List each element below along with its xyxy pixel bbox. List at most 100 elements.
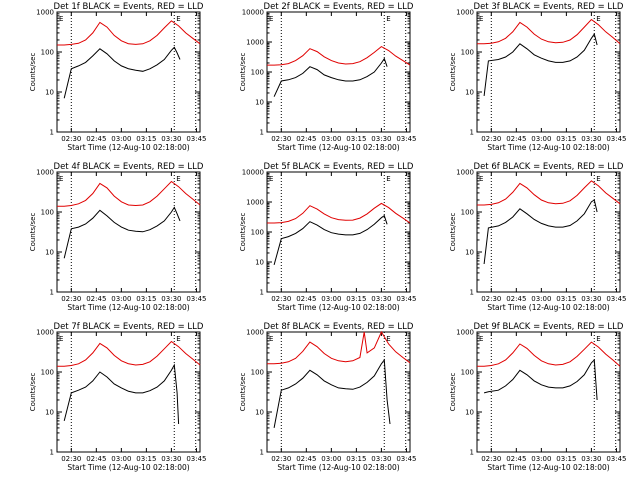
y-axis-label: Counts/sec	[239, 53, 247, 92]
plot-frame	[476, 171, 621, 293]
y-tick-label: 100	[461, 209, 474, 217]
x-tick-label: 03:00	[531, 135, 551, 143]
plot-frame	[56, 171, 201, 293]
series-events-line	[273, 57, 388, 97]
x-tick-label: 03:30	[371, 455, 391, 463]
x-tick-label: 03:45	[606, 295, 626, 303]
event-marker-label: E	[59, 335, 63, 343]
event-marker-label: E	[176, 15, 180, 23]
panel-title: Det 7f BLACK = Events, RED = LLD	[54, 322, 204, 332]
panel-det-1: Det 1f BLACK = Events, RED = LLD 1 10 100 10…	[29, 2, 207, 152]
y-tick-label: 100	[461, 49, 474, 57]
y-tick-label: 10	[255, 409, 264, 417]
y-tick-label: 10000	[242, 9, 264, 17]
x-tick-label: 03:30	[161, 135, 181, 143]
event-marker-label: E	[386, 175, 390, 183]
x-tick-label: 03:45	[186, 295, 206, 303]
panel-title: Det 1f BLACK = Events, RED = LLD	[54, 2, 204, 12]
event-marker-label: E	[269, 335, 273, 343]
panel-det-2: Det 2f BLACK = Events, RED = LLD 1 10 100 10…	[239, 2, 417, 152]
panel-det-6: Det 6f BLACK = Events, RED = LLD 1 10 100 10…	[449, 162, 627, 312]
x-tick-label: 03:00	[111, 295, 131, 303]
x-tick-label: 02:45	[296, 455, 316, 463]
y-tick-label: 1000	[36, 9, 54, 17]
panel-title: Det 6f BLACK = Events, RED = LLD	[474, 162, 624, 172]
y-tick-label: 100	[251, 369, 264, 377]
event-marker-label: E	[386, 335, 390, 343]
panel-det-7: Det 7f BLACK = Events, RED = LLD 1 10 100 10…	[29, 322, 207, 472]
panel-title: Det 2f BLACK = Events, RED = LLD	[264, 2, 414, 12]
x-tick-label: 03:15	[136, 455, 156, 463]
y-tick-label: 100	[41, 369, 54, 377]
x-tick-label: 03:15	[556, 455, 576, 463]
y-tick-label: 10	[45, 89, 54, 97]
y-tick-label: 1000	[246, 329, 264, 337]
series-lld-line	[267, 46, 411, 66]
event-marker-label: E	[269, 15, 273, 23]
y-tick-label: 1	[260, 449, 264, 457]
y-tick-label: 10000	[242, 169, 264, 177]
panel-title: Det 5f BLACK = Events, RED = LLD	[264, 162, 414, 172]
series-events-line	[63, 46, 181, 99]
x-tick-label: 03:15	[346, 135, 366, 143]
x-axis-label: Start Time (12-Aug-10 02:18:00)	[277, 143, 399, 152]
event-marker-label: E	[176, 175, 180, 183]
y-tick-label: 10	[465, 249, 474, 257]
y-tick-label: 1	[470, 449, 474, 457]
x-axis-label: Start Time (12-Aug-10 02:18:00)	[487, 143, 609, 152]
series-lld-line	[477, 180, 621, 206]
x-tick-label: 03:00	[321, 135, 341, 143]
y-tick-label: 1000	[246, 199, 264, 207]
x-axis-label: Start Time (12-Aug-10 02:18:00)	[67, 463, 189, 472]
x-tick-label: 03:30	[371, 295, 391, 303]
x-tick-label: 02:45	[506, 455, 526, 463]
y-axis-label: Counts/sec	[449, 213, 457, 252]
y-tick-label: 1000	[456, 9, 474, 17]
series-events-line	[63, 206, 181, 259]
x-tick-label: 03:45	[186, 135, 206, 143]
y-tick-label: 1000	[246, 39, 264, 47]
y-tick-label: 1000	[36, 329, 54, 337]
x-tick-label: 02:30	[481, 295, 501, 303]
y-axis-label: Counts/sec	[29, 53, 37, 92]
y-tick-label: 100	[251, 229, 264, 237]
series-lld-line	[267, 202, 411, 224]
y-axis-label: Counts/sec	[29, 213, 37, 252]
plot-frame	[476, 11, 621, 133]
x-tick-label: 03:00	[531, 455, 551, 463]
x-tick-label: 02:30	[271, 455, 291, 463]
plot-frame	[56, 331, 201, 453]
x-tick-label: 03:00	[111, 135, 131, 143]
plot-frame	[476, 331, 621, 453]
y-tick-label: 1	[260, 129, 264, 137]
event-marker-label: E	[269, 175, 273, 183]
panel-det-4: Det 4f BLACK = Events, RED = LLD 1 10 100 10…	[29, 162, 207, 312]
x-tick-label: 03:45	[396, 135, 416, 143]
y-tick-label: 1	[260, 289, 264, 297]
panel-title: Det 4f BLACK = Events, RED = LLD	[54, 162, 204, 172]
plot-frame	[266, 11, 411, 133]
x-tick-label: 03:15	[346, 455, 366, 463]
series-lld-line	[267, 330, 411, 365]
x-axis-label: Start Time (12-Aug-10 02:18:00)	[67, 303, 189, 312]
series-lld-line	[477, 341, 621, 367]
series-events-line	[63, 363, 180, 425]
series-events-line	[483, 32, 598, 96]
series-events-line	[483, 199, 598, 265]
y-tick-label: 10	[45, 409, 54, 417]
y-tick-label: 10	[465, 409, 474, 417]
event-marker-label: E	[59, 175, 63, 183]
x-tick-label: 03:00	[531, 295, 551, 303]
x-tick-label: 03:30	[161, 295, 181, 303]
x-axis-label: Start Time (12-Aug-10 02:18:00)	[487, 303, 609, 312]
x-tick-label: 03:45	[396, 455, 416, 463]
x-tick-label: 03:00	[111, 455, 131, 463]
y-tick-label: 10	[465, 89, 474, 97]
event-marker-label: E	[176, 335, 180, 343]
event-marker-label: E	[479, 175, 483, 183]
x-tick-label: 02:45	[296, 135, 316, 143]
y-tick-label: 100	[461, 369, 474, 377]
series-lld-line	[57, 180, 201, 207]
series-events-line	[273, 214, 388, 266]
y-tick-label: 100	[41, 49, 54, 57]
